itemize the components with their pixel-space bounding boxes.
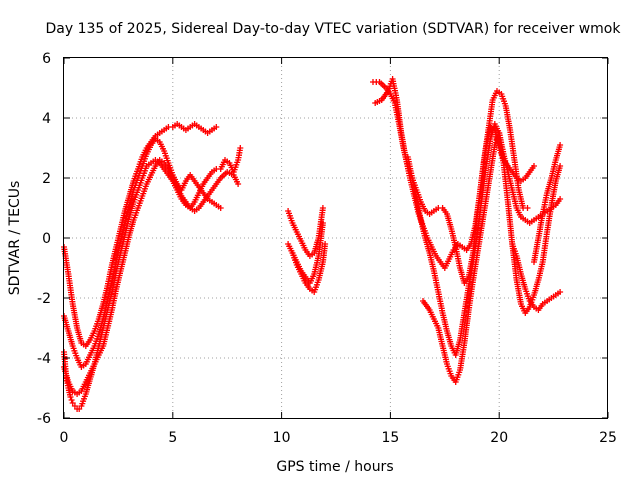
x-tick-labels: 0 5 10 15 20 25 — [60, 430, 617, 446]
series-track-13 — [509, 241, 564, 313]
data-point — [319, 205, 326, 211]
series-track-5 — [217, 145, 244, 175]
data-point — [557, 142, 564, 148]
series-track-4 — [61, 157, 242, 397]
series-track-14 — [531, 142, 564, 265]
data-point-fill — [68, 397, 75, 403]
data-point — [213, 124, 220, 130]
series-track-8 — [289, 241, 329, 295]
y-tick-label: 0 — [42, 231, 51, 247]
data-point — [67, 394, 74, 400]
data-point — [557, 289, 564, 295]
data-point — [557, 196, 564, 202]
x-tick-label: 15 — [381, 430, 399, 446]
y-axis-label: SDTVAR / TECUs — [7, 181, 23, 296]
x-tick-label: 5 — [168, 430, 177, 446]
grid-lines — [64, 58, 608, 418]
y-tick-label: 2 — [42, 171, 51, 187]
series-track-12 — [420, 130, 564, 385]
y-tick-labels: -6 -4 -2 0 2 4 6 — [37, 51, 51, 427]
series-track-1 — [61, 121, 220, 349]
y-tick-label: -6 — [37, 411, 51, 427]
data-point — [237, 145, 244, 151]
y-tick-label: -4 — [37, 351, 51, 367]
data-point — [319, 220, 326, 226]
data-point — [217, 205, 224, 211]
data-point — [524, 205, 531, 211]
series-track-3 — [61, 157, 220, 412]
x-tick-label: 10 — [273, 430, 291, 446]
x-tick-label: 20 — [490, 430, 508, 446]
x-axis-label: GPS time / hours — [276, 459, 393, 475]
data-point — [557, 163, 564, 169]
x-tick-label: 0 — [60, 430, 69, 446]
chart-title: Day 135 of 2025, Sidereal Day-to-day VTE… — [46, 21, 622, 37]
x-tick-label: 25 — [599, 430, 617, 446]
data-point — [235, 181, 242, 187]
y-tick-label: 4 — [42, 111, 51, 127]
y-tick-label: -2 — [37, 291, 51, 307]
data-points — [61, 76, 564, 412]
plot-frame — [63, 57, 608, 419]
axis-ticks — [63, 57, 609, 419]
y-tick-label: 6 — [42, 51, 51, 67]
data-point — [531, 163, 537, 169]
data-point — [322, 241, 329, 247]
